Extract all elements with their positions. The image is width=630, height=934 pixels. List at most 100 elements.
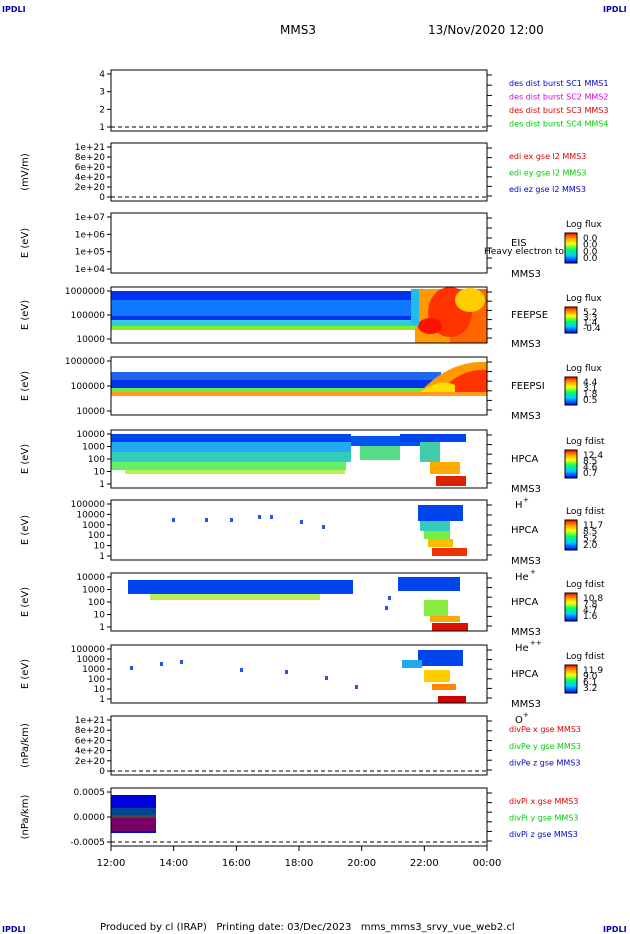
overlay-label: Heavy electron to (484, 247, 564, 257)
colorbar-tick-label: 4.7 (583, 606, 597, 616)
colorbar-tick-label: 12.4 (583, 451, 603, 461)
spectrogram-dot (230, 518, 233, 522)
y-tick-label: 6e+20 (75, 736, 106, 746)
y-tick-label: 1 (99, 552, 105, 562)
colorbar-tick-label: 7.8 (583, 600, 598, 610)
y-tick-label: 1 (99, 623, 105, 633)
y-axis-label: (nPa/km) (20, 795, 31, 840)
panel-frame (110, 69, 488, 132)
y-tick-label: 10000 (76, 510, 105, 520)
legend-entry: des dist burst SC1 MMS1 (509, 79, 608, 88)
colorbar-tick-label: 5.2 (583, 534, 597, 544)
spacecraft-label: MMS3 (511, 411, 541, 422)
colorbar-title: Log fdist (566, 580, 605, 590)
colorbar (564, 376, 578, 406)
colorbar-tick-label: 0.0 (583, 247, 598, 257)
y-tick-label: 2 (99, 105, 105, 115)
species-charge: ++ (530, 639, 542, 647)
colorbar-tick-label: 3.2 (583, 684, 597, 694)
corner-label-bottom-right: IPDLI (603, 925, 627, 934)
legend-entry: divPe z gse MMS3 (509, 759, 580, 768)
y-tick-label: 1000000 (65, 287, 105, 297)
species-label: He (515, 643, 529, 654)
time-tick-label: 22:00 (410, 858, 439, 869)
spectrogram-dot (270, 515, 273, 519)
y-axis-label: E (eV) (20, 300, 31, 330)
y-tick-label: 10 (94, 685, 106, 695)
y-axis-label: (nPa/km) (20, 723, 31, 768)
legend-entry: divPe x gse MMS3 (509, 725, 581, 734)
colorbar-tick-label: 11.9 (583, 666, 603, 676)
colorbar-tick-label: 8.5 (583, 457, 597, 467)
colorbar-tick-label: 4.6 (583, 463, 598, 473)
colorbar-title: Log fdist (566, 437, 605, 447)
spacecraft-label: MMS3 (511, 269, 541, 280)
y-tick-label: 1000 (82, 443, 105, 453)
spectrogram-dot (240, 668, 243, 672)
y-tick-label: 10000 (76, 655, 105, 665)
colorbar-title: Log flux (566, 364, 602, 374)
y-tick-label: 10000 (76, 407, 105, 417)
colorbar-tick-label: 4.4 (583, 378, 598, 388)
legend-entry: divPi y gse MMS3 (509, 814, 578, 823)
spectrogram-dot (160, 662, 163, 666)
y-axis-label: (mV/m) (20, 153, 31, 191)
panel-frame (110, 787, 488, 847)
y-tick-label: 0 (99, 767, 105, 777)
y-tick-label: -0.0005 (70, 838, 105, 848)
corner-label-bottom-left: IPDLI (2, 925, 26, 934)
spectrogram-dot (355, 685, 358, 689)
spectrogram-dot (388, 596, 391, 600)
y-tick-label: 1000000 (65, 357, 105, 367)
y-tick-label: 10000 (76, 573, 105, 583)
panel-frame (110, 644, 488, 704)
instrument-label: HPCA (511, 525, 539, 536)
spectrogram-dot (130, 666, 133, 670)
species-label: He (515, 572, 529, 583)
y-tick-label: 100000 (71, 382, 106, 392)
colorbar-tick-label: 0.0 (583, 254, 598, 264)
colorbar-title: Log fdist (566, 652, 605, 662)
spectrogram-imagery (111, 287, 487, 833)
y-tick-label: 100000 (71, 500, 106, 510)
y-tick-label: 100 (88, 455, 105, 465)
y-tick-label: 3 (99, 88, 105, 98)
spectrogram-dot (325, 676, 328, 680)
time-tick-label: 16:00 (222, 858, 251, 869)
y-tick-label: 10 (94, 468, 106, 478)
instrument-label: HPCA (511, 669, 539, 680)
colorbar-tick-label: 8.5 (583, 528, 597, 538)
y-axis-label: E (eV) (20, 371, 31, 401)
spacecraft-label: MMS3 (511, 484, 541, 495)
colorbar-tick-label: -0.4 (583, 324, 601, 334)
legend-entry: divPi x gse MMS3 (509, 797, 578, 806)
instrument-label: FEEPSI (511, 381, 545, 392)
y-axis-label: E (eV) (20, 587, 31, 617)
y-tick-label: 2e+20 (75, 183, 106, 193)
colorbar-title: Log fdist (566, 507, 605, 517)
y-tick-label: 1e+21 (75, 716, 105, 726)
footer-credit: Produced by cl (IRAP) Printing date: 03/… (100, 922, 515, 933)
y-tick-label: 8e+20 (75, 153, 106, 163)
y-tick-label: 100 (88, 598, 105, 608)
y-tick-label: 1000 (82, 586, 105, 596)
spacecraft-label: MMS3 (511, 556, 541, 567)
legend-entry: edi ez gse l2 MMS3 (509, 185, 586, 194)
y-tick-label: 10000 (76, 335, 105, 345)
time-tick-label: 12:00 (97, 858, 126, 869)
colorbar-tick-label: 0.5 (583, 396, 597, 406)
header-datetime: 13/Nov/2020 12:00 (428, 23, 544, 37)
y-axis-label: E (eV) (20, 659, 31, 689)
legend-entry: des dist burst SC3 MMS3 (509, 106, 608, 115)
time-tick-label: 18:00 (285, 858, 314, 869)
species-charge: + (523, 496, 529, 504)
spectrogram-dot (322, 525, 325, 529)
y-tick-label: 2e+20 (75, 757, 106, 767)
spectrogram-dot (172, 518, 175, 522)
y-tick-label: 100000 (71, 311, 106, 321)
y-tick-label: 1 (99, 480, 105, 490)
y-tick-label: 0.0005 (74, 788, 106, 798)
spectrogram-dot (180, 660, 183, 664)
colorbar-tick-label: 0.7 (583, 469, 597, 479)
y-tick-label: 1e+06 (75, 230, 106, 240)
